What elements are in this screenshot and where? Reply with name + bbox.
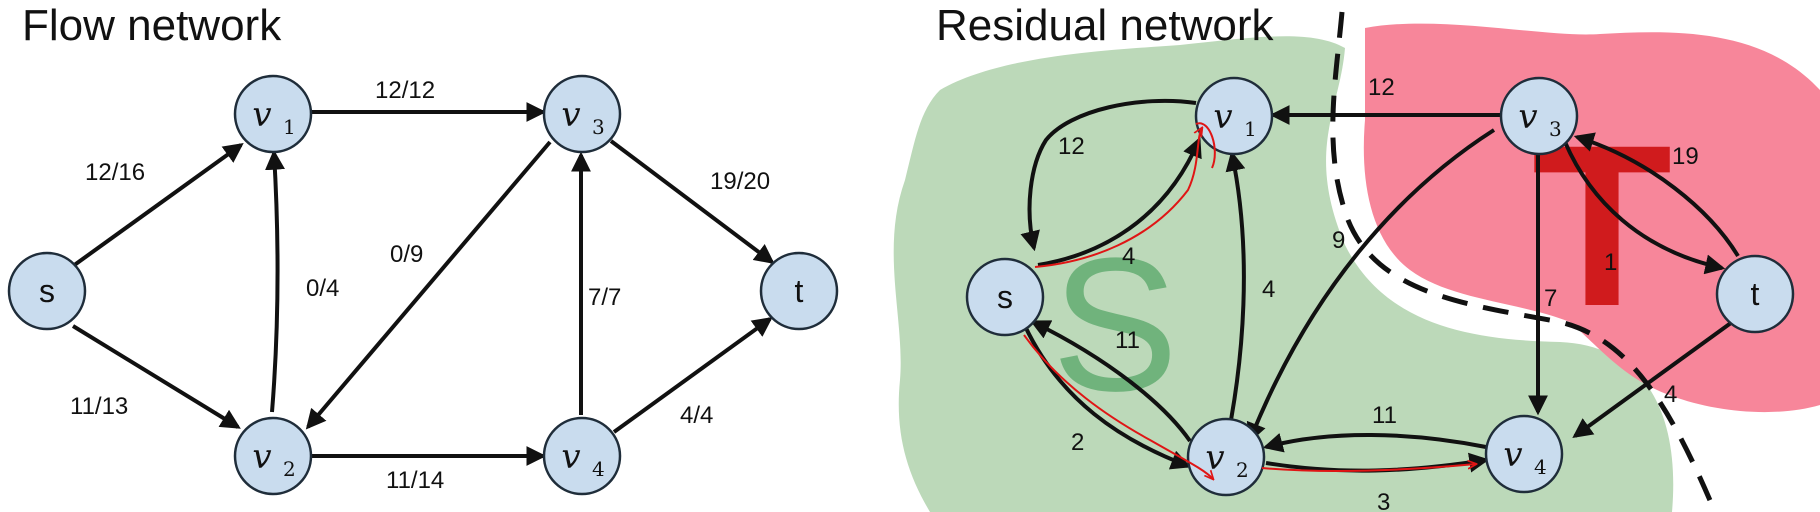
flow-network-edges [71,102,775,466]
flow-node-v3-sub: 3 [592,115,605,139]
residual-node-v3-sub: 3 [1549,117,1562,141]
residual-label-v2-v4: 3 [1377,489,1390,512]
residual-edge-v2-s [1030,320,1192,443]
residual-network-edge-labels: 12 4 12 4 11 2 9 11 3 7 19 1 4 [1058,74,1699,512]
flow-node-v2: v 2 [233,416,313,496]
flow-label-v4-t: 4/4 [680,402,713,429]
residual-node-v4-sub: 4 [1534,455,1547,479]
flow-label-v2-v4: 11/14 [386,467,444,494]
residual-label-v3-v4: 7 [1544,285,1557,312]
flow-label-v2-v1: 0/4 [306,275,339,302]
residual-node-v1: v 1 [1194,76,1274,156]
residual-edge-v2-v1 [1222,150,1246,456]
set-s-region [893,36,1674,512]
residual-node-v3: v 3 [1499,76,1579,156]
residual-node-s-label: s [997,279,1013,315]
flow-node-v4: v 4 [542,416,622,496]
flow-edge-v2-v1 [265,149,285,413]
residual-node-v1-label: v [1213,97,1232,137]
flow-node-v1: v 1 [233,74,313,154]
set-t-region [1363,23,1820,413]
flow-node-v1-label: v [252,95,271,135]
flow-edge-s-v2 [71,324,241,429]
residual-label-t-v3: 19 [1672,143,1699,170]
flow-label-s-v2: 11/13 [70,393,128,420]
residual-label-t-v4: 4 [1664,381,1677,408]
flow-label-v3-v2: 0/9 [390,241,423,268]
flow-edge-s-v1 [71,143,244,268]
annotation-stroke-s-v2 [1023,334,1213,479]
residual-edge-t-v4 [1572,318,1737,438]
residual-edge-v3-v2 [1246,128,1496,444]
residual-network-edges [1020,98,1740,473]
residual-label-s-v1: 4 [1122,243,1135,270]
flow-label-v3-t: 19/20 [710,168,770,195]
residual-node-v2-label: v [1205,438,1224,478]
residual-node-v4-label: v [1503,435,1522,475]
residual-label-v2-s: 11 [1115,327,1140,354]
residual-node-v2: v 2 [1186,417,1266,497]
residual-label-v1-s: 12 [1058,133,1085,160]
residual-label-v2-v1: 4 [1262,276,1275,303]
flow-node-v4-sub: 4 [592,457,605,481]
residual-edge-v3-t [1563,141,1726,275]
flow-network-nodes: s v 1 v 2 v 3 v 4 t [7,74,839,496]
residual-edge-t-v3 [1573,132,1740,258]
residual-node-v3-label: v [1518,97,1537,137]
flow-node-t: t [759,251,839,331]
flow-edge-v3-v2 [305,140,552,430]
residual-node-v4: v 4 [1484,414,1564,494]
annotation-stroke-v2-v4 [1261,464,1476,472]
residual-edge-v1-s [1020,98,1197,252]
residual-node-s: s [965,257,1045,337]
annotation-stroke-s-v1 [1034,128,1202,268]
flow-node-v2-sub: 2 [283,457,296,481]
min-cut-line [1330,11,1715,506]
residual-label-s-v2: 2 [1071,429,1084,456]
residual-label-v3-v2: 9 [1332,227,1345,254]
residual-node-t-label: t [1751,276,1760,312]
cut-set-regions: S T [893,23,1820,512]
residual-network-nodes: s v 1 v 2 v 3 v 4 t [965,76,1795,497]
residual-label-v4-v2: 11 [1372,402,1397,429]
augmenting-path-annotation [1023,122,1476,479]
flow-node-s: s [7,251,87,331]
residual-edge-v4-v2 [1262,433,1487,453]
residual-edge-s-v2 [1023,325,1192,470]
flow-node-t-label: t [795,273,804,309]
residual-edge-s-v1 [1037,136,1202,267]
flow-label-v1-v3: 12/12 [375,77,435,104]
flow-edge-v4-t [612,317,773,434]
flow-edge-v3-t [609,139,775,265]
flow-node-v4-label: v [561,437,580,477]
flow-node-v3-label: v [561,95,580,135]
flow-label-s-v1: 12/16 [85,159,145,186]
flow-node-v3: v 3 [542,74,622,154]
set-s-letter: S [1052,219,1179,431]
annotation-hook-v1 [1195,122,1216,169]
residual-network-title: Residual network [936,1,1274,50]
residual-node-v2-sub: 2 [1236,458,1249,482]
flow-node-v2-label: v [252,437,271,477]
residual-node-v1-sub: 1 [1244,117,1257,141]
flow-label-v4-v3: 7/7 [588,284,621,311]
flow-node-s-label: s [39,273,55,309]
flow-network-title: Flow network [22,1,282,50]
residual-label-v3-t: 1 [1604,249,1617,276]
residual-node-t: t [1715,254,1795,334]
flow-network-edge-labels: 12/16 11/13 12/12 0/4 0/9 11/14 7/7 19/2… [70,77,770,494]
residual-label-v3-v1: 12 [1368,74,1395,101]
flow-node-v1-sub: 1 [283,115,296,139]
